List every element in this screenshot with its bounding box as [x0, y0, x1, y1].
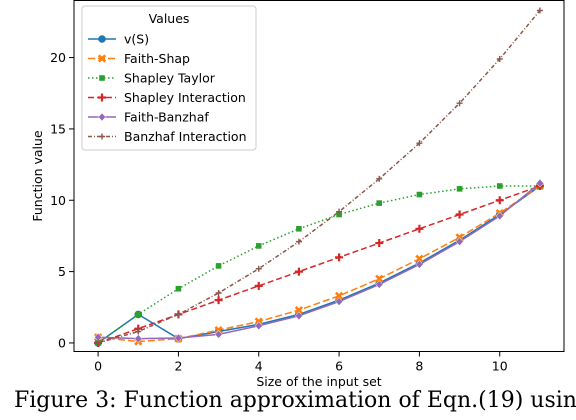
y-tick-label: 10 — [50, 193, 66, 208]
series-line — [97, 185, 541, 344]
legend-label: Banzhaf Interaction — [124, 129, 247, 144]
data-point — [416, 140, 423, 147]
series-line — [97, 185, 541, 344]
x-tick-label: 4 — [255, 359, 263, 374]
legend-box — [81, 5, 257, 151]
x-tick-label: 2 — [174, 359, 182, 374]
data-point — [496, 183, 503, 189]
data-point — [294, 306, 304, 315]
x-tick-label: 6 — [335, 359, 343, 374]
series-line — [98, 185, 541, 343]
data-point — [375, 280, 384, 289]
x-tick-label: 8 — [415, 359, 423, 374]
legend: Values v(S) Faith-Shap Shapley Taylor Shapl… — [81, 5, 257, 151]
data-point — [415, 260, 424, 269]
data-point — [335, 297, 344, 306]
data-point — [215, 290, 222, 296]
data-point — [294, 311, 303, 321]
legend-label: Faith-Shap — [124, 51, 190, 66]
y-tick-label: 20 — [50, 50, 66, 65]
legend-title: Values — [149, 11, 190, 26]
data-point — [455, 210, 464, 219]
series-markers — [93, 7, 545, 347]
series-line — [98, 182, 541, 340]
data-point — [415, 224, 424, 233]
x-axis-label: Size of the input set — [256, 374, 381, 389]
data-point — [254, 321, 263, 331]
data-point — [296, 225, 302, 232]
data-point — [95, 339, 102, 346]
data-point — [495, 196, 504, 205]
plot-frame — [73, 0, 565, 352]
legend-marker — [99, 133, 105, 140]
data-point — [255, 265, 262, 272]
series-line — [97, 10, 541, 344]
x-tick-label: 0 — [94, 359, 102, 374]
data-point — [175, 285, 182, 292]
data-point — [295, 238, 302, 245]
data-point — [376, 200, 383, 206]
data-point — [535, 178, 544, 188]
y-tick-label: 5 — [58, 264, 66, 279]
y-tick-label: 0 — [58, 335, 66, 350]
legend-label: Shapley Interaction — [124, 90, 246, 105]
data-point — [376, 175, 383, 182]
y-axis-label: Function value — [30, 130, 45, 222]
data-point — [214, 330, 223, 339]
data-point — [375, 239, 384, 248]
y-tick-label: 15 — [50, 121, 66, 136]
data-point — [335, 253, 344, 262]
data-point — [495, 211, 504, 221]
data-point — [536, 7, 543, 14]
legend-marker — [98, 112, 106, 122]
legend-marker — [98, 35, 106, 43]
data-point — [135, 311, 142, 318]
data-point — [215, 263, 222, 269]
data-point — [456, 186, 463, 192]
data-point — [294, 267, 303, 276]
data-point — [496, 56, 503, 62]
legend-label: v(S) — [124, 32, 149, 47]
x-tick-label: 10 — [492, 359, 508, 374]
legend-label: Faith-Banzhaf — [124, 110, 209, 125]
data-point — [455, 237, 464, 247]
legend-marker — [97, 54, 107, 63]
legend-marker — [99, 75, 105, 81]
data-point — [134, 334, 143, 344]
chart: 0 2 4 6 8 10 0 5 10 15 20 Size of the input set Fu… — [30, 0, 565, 389]
series-lines — [97, 10, 541, 344]
legend-marker — [98, 93, 106, 102]
figure-caption: Figure 3: Function approximation of Eqn.… — [14, 388, 576, 413]
series-line — [97, 185, 540, 344]
data-point — [415, 254, 424, 263]
data-point — [375, 274, 384, 283]
data-point — [214, 296, 223, 305]
data-point — [254, 281, 263, 290]
data-point — [135, 328, 142, 335]
legend-label: Shapley Taylor — [124, 71, 216, 86]
data-point — [334, 291, 344, 300]
data-point — [174, 333, 183, 343]
data-point — [456, 100, 463, 107]
data-point — [175, 311, 182, 318]
axis-ticks: 0 2 4 6 8 10 0 5 10 15 20 — [50, 50, 508, 373]
data-point — [255, 243, 262, 249]
data-point — [416, 191, 423, 198]
data-point — [336, 208, 343, 215]
